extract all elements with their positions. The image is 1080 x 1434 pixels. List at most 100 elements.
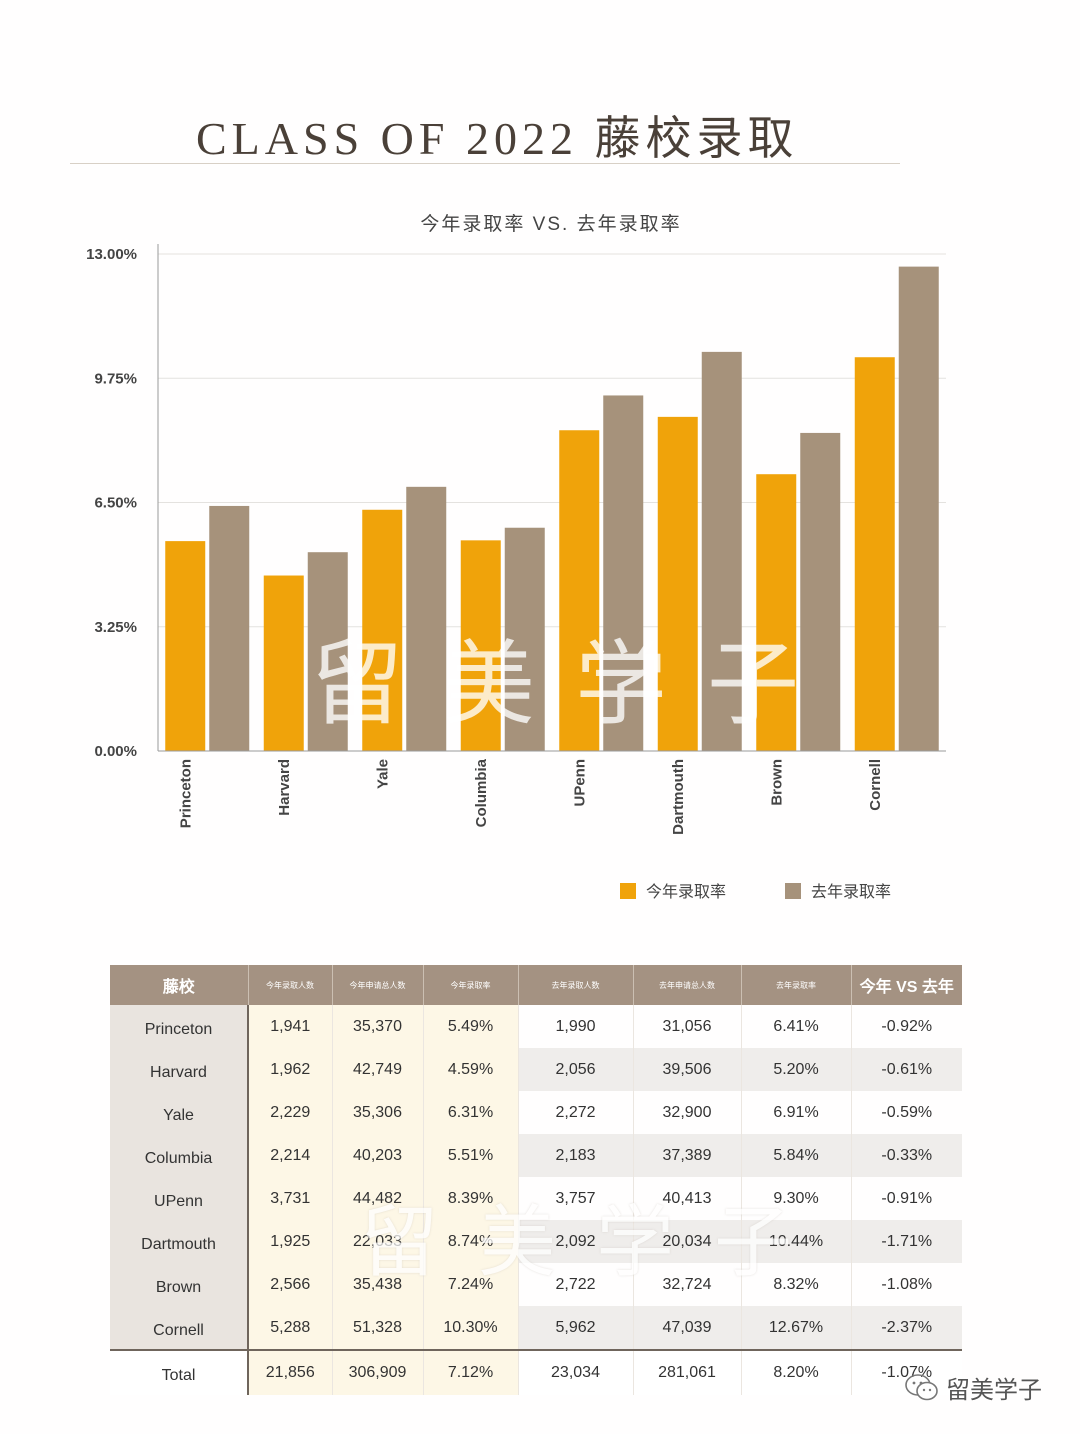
bar-upenn-series-1 — [559, 430, 600, 751]
legend-label: 去年录取率 — [811, 883, 891, 901]
cell-last-rate: 8.32% — [741, 1263, 852, 1306]
footer-brand-name: 留美学子 — [946, 1377, 1042, 1404]
acceptance-rate-chart: 今年录取率 VS. 去年录取率 留美学子 0.00% 3.25% 6.50% 9.75… — [86, 213, 946, 901]
y-tick-label: 13.00% — [86, 246, 137, 263]
bar-upenn-series-2 — [603, 395, 644, 751]
header-school: 藤校 — [110, 965, 249, 1005]
header-diff: 今年 VS 去年 — [851, 965, 962, 1005]
cell-last-rate: 8.20% — [741, 1349, 852, 1395]
cell-last-rate: 6.91% — [741, 1091, 852, 1134]
cell-this-apps: 40,203 — [332, 1134, 424, 1177]
cell-diff: -0.59% — [881, 1103, 933, 1121]
cell-last-admits: 2,056 — [518, 1048, 634, 1091]
y-tick-label: 6.50% — [94, 495, 137, 512]
cell-last-apps: 31,056 — [633, 1005, 742, 1048]
table-row: Dartmouth 1,925 22,033 8.74% 2,092 20,034 10.4… — [110, 1220, 962, 1263]
cell-last-admits: 2,183 — [518, 1134, 634, 1177]
cell-last-apps: 37,389 — [633, 1134, 742, 1177]
cell-this-apps: 306,909 — [332, 1349, 424, 1395]
y-tick-label: 9.75% — [94, 370, 137, 387]
table-row: Princeton 1,941 35,370 5.49% 1,990 31,056 6.41… — [110, 1005, 962, 1048]
cell-this-rate: 5.49% — [423, 1005, 519, 1048]
cell-this-apps: 35,438 — [332, 1263, 424, 1306]
bar-dartmouth-series-2 — [701, 351, 742, 751]
chart-watermark: 留美学子 — [311, 634, 839, 736]
cell-this-rate: 8.74% — [423, 1220, 519, 1263]
cell-this-apps: 35,370 — [332, 1005, 424, 1048]
x-category-label: Dartmouth — [670, 759, 687, 835]
bar-yale-series-2 — [406, 486, 447, 751]
table-total-row: Total 21,856 306,909 7.12% 23,034 281,061 8.20… — [110, 1349, 962, 1395]
bar-harvard-series-1 — [263, 575, 304, 751]
table-header-row: 藤校 今年录取人数 今年申请总人数 今年录取率 去年录取人数 去年申请总人数 去年录取率 今年… — [110, 965, 962, 1005]
cell-this-rate: 4.59% — [423, 1048, 519, 1091]
cell-last-rate: 12.67% — [741, 1306, 852, 1350]
cell-this-apps: 51,328 — [332, 1306, 424, 1350]
legend-label: 今年录取率 — [646, 883, 726, 901]
cell-this-rate: 7.24% — [423, 1263, 519, 1306]
cell-last-admits: 2,722 — [518, 1263, 634, 1306]
cell-school: Harvard — [110, 1048, 249, 1091]
table-row: UPenn 3,731 44,482 8.39% 3,757 40,413 9.30% -0.… — [110, 1177, 962, 1220]
table-row: Columbia 2,214 40,203 5.51% 2,183 37,389 5.84%… — [110, 1134, 962, 1177]
table-row: Brown 2,566 35,438 7.24% 2,722 32,724 8.32% -1.… — [110, 1263, 962, 1306]
header-last-admits: 去年录取人数 — [518, 965, 634, 1005]
cell-this-rate: 8.39% — [423, 1177, 519, 1220]
header-last-rate: 去年录取率 — [741, 965, 852, 1005]
cell-diff: -0.92% — [881, 1017, 933, 1035]
table-row: Cornell 5,288 51,328 10.30% 5,962 47,039 12.67… — [110, 1306, 962, 1350]
bar-dartmouth-series-1 — [657, 416, 698, 751]
cell-school: Cornell — [110, 1306, 249, 1350]
cell-last-apps: 32,900 — [633, 1091, 742, 1134]
header-this-admits: 今年录取人数 — [248, 965, 333, 1005]
cell-this-rate: 7.12% — [423, 1349, 519, 1395]
cell-last-apps: 20,034 — [633, 1220, 742, 1263]
x-category-label: Columbia — [473, 758, 490, 827]
table-body: Princeton 1,941 35,370 5.49% 1,990 31,056 6.41… — [110, 1005, 962, 1395]
legend-swatch — [620, 883, 636, 899]
cell-last-rate: 5.84% — [741, 1134, 852, 1177]
y-tick-label: 3.25% — [94, 619, 137, 636]
cell-this-admits: 1,925 — [248, 1220, 333, 1263]
cell-last-admits: 23,034 — [518, 1349, 634, 1395]
cell-school: UPenn — [110, 1177, 249, 1220]
cell-school: Brown — [110, 1263, 249, 1306]
cell-this-rate: 6.31% — [423, 1091, 519, 1134]
cell-school: Dartmouth — [110, 1220, 249, 1263]
cell-this-apps: 22,033 — [332, 1220, 424, 1263]
bar-cornell-series-1 — [854, 357, 895, 751]
x-category-label: UPenn — [571, 759, 588, 807]
cell-last-admits: 3,757 — [518, 1177, 634, 1220]
watermark-text: 留美学子 — [311, 634, 839, 736]
cell-last-rate: 5.20% — [741, 1048, 852, 1091]
footer-brand: 留美学子 — [904, 1370, 1042, 1405]
cell-this-admits: 1,941 — [248, 1005, 333, 1048]
cell-diff: -2.37% — [851, 1306, 962, 1350]
cell-this-apps: 44,482 — [332, 1177, 424, 1220]
x-category-label: Brown — [768, 759, 785, 806]
cell-diff: -0.91% — [881, 1189, 933, 1207]
x-category-label: Yale — [374, 759, 391, 789]
page-title: CLASS OF 2022 藤校录取 — [196, 113, 799, 164]
admissions-table: 藤校 今年录取人数 今年申请总人数 今年录取率 去年录取人数 去年申请总人数 去年录取率 今年… — [110, 965, 962, 1395]
cell-this-admits: 2,566 — [248, 1263, 333, 1306]
cell-this-admits: 5,288 — [248, 1306, 333, 1350]
x-category-label: Cornell — [867, 759, 884, 811]
bar-columbia-series-1 — [460, 540, 501, 751]
bar-brown-series-2 — [800, 432, 841, 751]
cell-last-rate: 9.30% — [741, 1177, 852, 1220]
cell-this-admits: 2,229 — [248, 1091, 333, 1134]
cell-this-apps: 35,306 — [332, 1091, 424, 1134]
cell-last-apps: 281,061 — [633, 1349, 742, 1395]
header-this-apps: 今年申请总人数 — [332, 965, 424, 1005]
chart-title: 今年录取率 VS. 去年录取率 — [420, 213, 681, 235]
bar-cornell-series-2 — [898, 266, 939, 751]
x-category-label: Harvard — [276, 759, 293, 816]
cell-this-apps: 42,749 — [332, 1048, 424, 1091]
cell-last-admits: 1,990 — [518, 1005, 634, 1048]
table-row: Yale 2,229 35,306 6.31% 2,272 32,900 6.91% -0.5… — [110, 1091, 962, 1134]
cell-school: Princeton — [110, 1005, 249, 1048]
cell-this-admits: 21,856 — [248, 1349, 333, 1395]
cell-diff: -0.33% — [851, 1134, 962, 1177]
y-tick-label: 0.00% — [94, 743, 137, 760]
